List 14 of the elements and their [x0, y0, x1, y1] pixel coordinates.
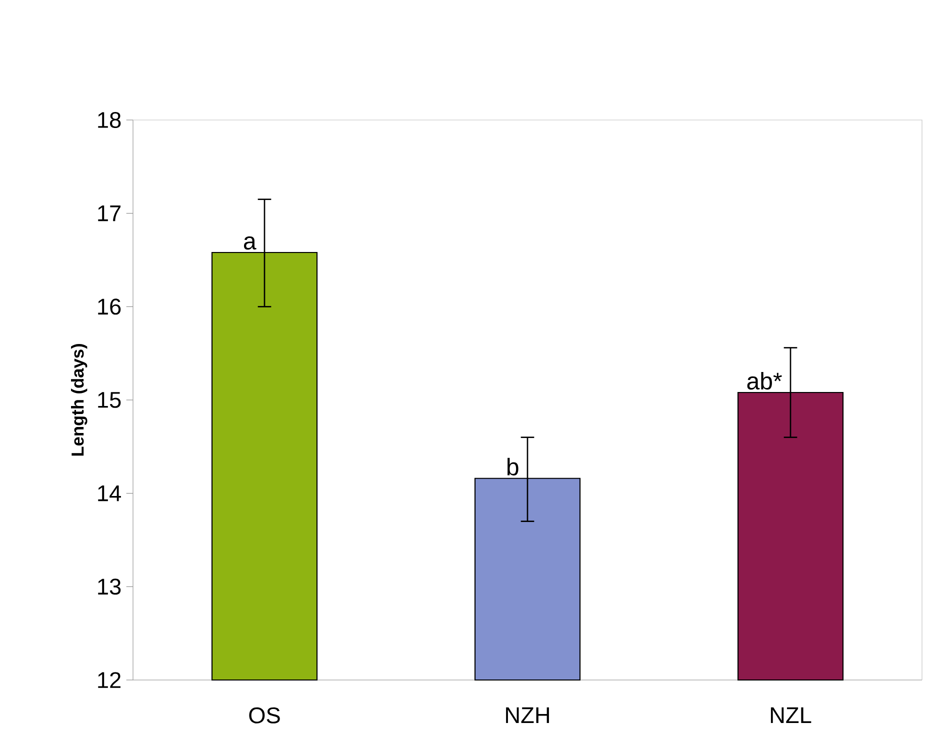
annotation: b	[508, 458, 518, 476]
y-tick-label: 16	[98, 298, 121, 315]
y-tick-label: 14	[98, 486, 121, 502]
annotation: a	[244, 236, 256, 250]
y-axis-title: Length (days)	[71, 344, 88, 456]
x-tick-label: OS	[249, 707, 280, 724]
x-tick-label: NZH	[506, 707, 549, 723]
annotation: ab*	[747, 372, 782, 390]
y-tick-label: 18	[98, 112, 121, 128]
y-tick-label: 12	[98, 672, 120, 688]
y-tick-label: 13	[98, 578, 121, 595]
y-tick-label: 15	[98, 392, 121, 408]
x-tick-label: NZL	[770, 707, 812, 723]
y-tick-label: 17	[98, 206, 120, 222]
